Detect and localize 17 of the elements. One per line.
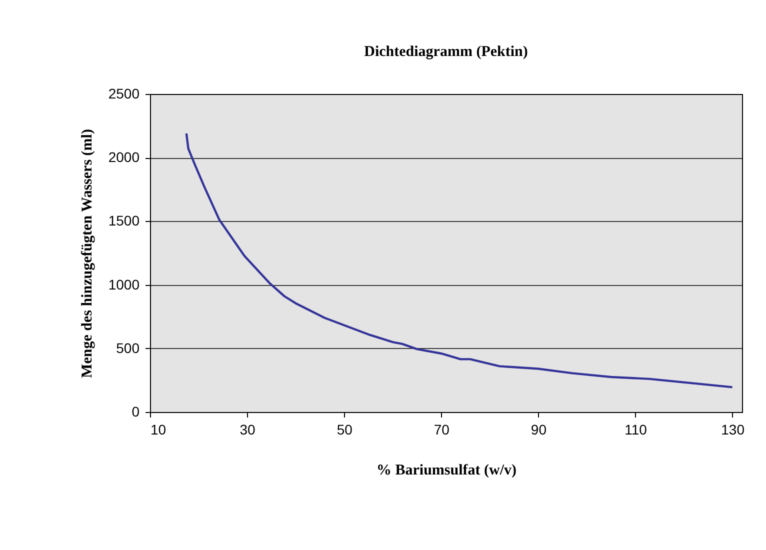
- y-tick-label: 1500: [108, 212, 140, 229]
- x-tick-label: 110: [624, 422, 648, 438]
- x-tick-label: 130: [721, 422, 745, 438]
- y-tick-label: 500: [116, 340, 140, 356]
- y-tick-label: 2000: [108, 149, 140, 166]
- y-tick-label: 0: [132, 404, 140, 420]
- x-tick-label: 70: [434, 422, 450, 438]
- x-tick-label: 10: [150, 422, 166, 438]
- x-tick-label: 30: [240, 422, 256, 438]
- x-tick-label: 90: [530, 422, 547, 438]
- y-tick-label: 1000: [108, 276, 140, 292]
- line-series: [185, 132, 734, 388]
- chart-title: Dichtediagramm (Pektin): [364, 44, 528, 60]
- y-tick-label: 2500: [108, 86, 140, 102]
- x-axis-title: % Bariumsulfat (w/v): [376, 462, 516, 478]
- x-tick-label: 50: [336, 422, 353, 438]
- y-axis-title: Menge des hinzugefügten Wassers (ml): [79, 129, 96, 378]
